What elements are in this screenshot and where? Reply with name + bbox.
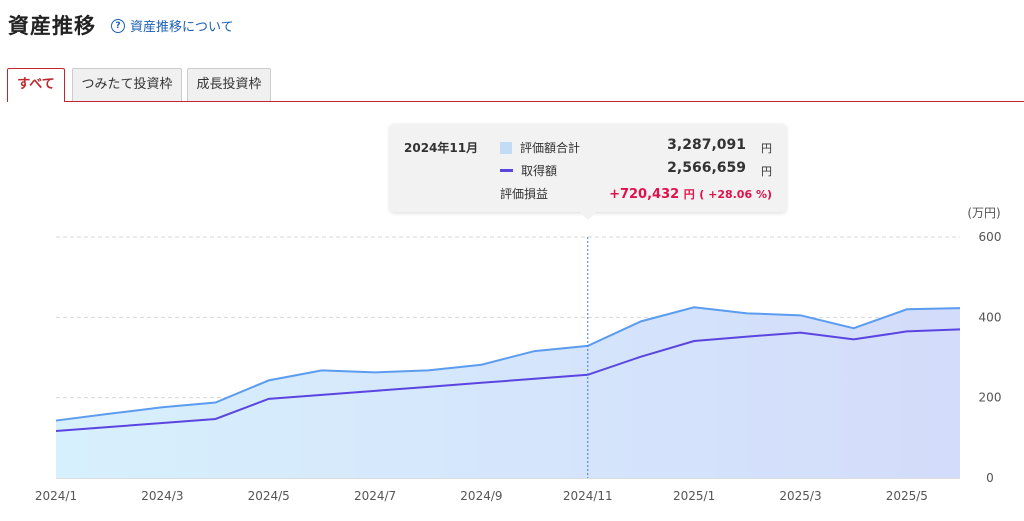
y-tick-label: 200 (979, 391, 1002, 405)
tooltip-row-acq: 取得額 (500, 162, 557, 179)
tooltip-date: 2024年11月 (404, 141, 479, 155)
tab-all[interactable]: すべて (7, 68, 65, 102)
x-tick-label: 2024/11 (563, 489, 613, 503)
x-tick-label: 2024/7 (354, 489, 396, 503)
tooltip-acq-label: 取得額 (521, 164, 558, 178)
help-link[interactable]: ? 資産推移について (111, 16, 234, 35)
y-tick-label: 400 (979, 310, 1002, 324)
tooltip-gain: +720,432 円 ( +28.06 %) (609, 186, 772, 202)
tooltip-gain-label: 評価損益 (500, 187, 549, 201)
area-swatch-icon (500, 142, 512, 154)
tooltip-acq-value: 2,566,659 (667, 160, 746, 176)
tooltip-row-total: 評価額合計 (500, 139, 580, 156)
series-line-acquisition (55, 328, 961, 433)
y-unit-label: (万円) (967, 206, 1000, 220)
tooltip-total-value: 3,287,091 (667, 137, 746, 153)
y-tick-label: 600 (979, 230, 1002, 244)
help-link-label: 資産推移について (130, 20, 234, 35)
x-tick-label: 2024/3 (141, 489, 183, 503)
tooltip-gain-unit: 円 (683, 188, 695, 201)
x-tick-label: 2024/1 (35, 489, 77, 503)
x-tick-label: 2025/1 (673, 489, 715, 503)
tab-growth[interactable]: 成長投資枠 (187, 68, 271, 101)
tab-bar: すべて つみたて投資枠 成長投資枠 (7, 68, 1024, 102)
x-tick-label: 2025/3 (779, 489, 821, 503)
x-tick-label: 2024/5 (248, 489, 290, 503)
tooltip-total-unit: 円 (761, 142, 772, 155)
series-line-total (55, 306, 961, 422)
question-circle-icon: ? (111, 18, 125, 33)
tab-tsumitate[interactable]: つみたて投資枠 (72, 68, 182, 101)
x-tick-label: 2025/5 (886, 489, 928, 503)
tooltip-gain-value: +720,432 (609, 187, 680, 202)
chart-tooltip: 2024年11月 評価額合計 3,287,091 円 取得額 2,566,659… (390, 124, 786, 220)
tooltip-total-label: 評価額合計 (520, 141, 581, 155)
area-fill-total (56, 307, 960, 478)
page-title: 資産推移 (8, 14, 96, 38)
line-swatch-icon (500, 169, 513, 172)
tooltip-gain-pct: ( +28.06 %) (699, 188, 772, 201)
tooltip-acq-unit: 円 (761, 165, 772, 178)
x-tick-label: 2024/9 (460, 489, 502, 503)
y-tick-label: 0 (986, 471, 994, 485)
